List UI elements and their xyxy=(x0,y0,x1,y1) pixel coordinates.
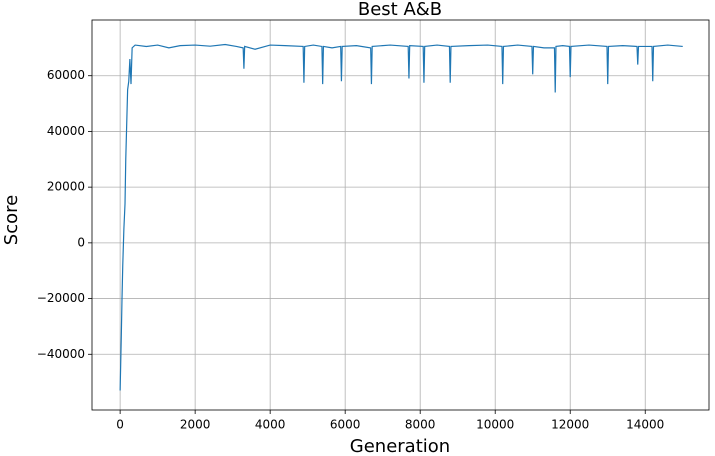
y-tick-label: −20000 xyxy=(37,291,85,305)
x-tick-label: 14000 xyxy=(626,418,664,432)
x-tick-label: 6000 xyxy=(330,418,361,432)
y-tick-label: 60000 xyxy=(47,68,85,82)
y-tick-label: −40000 xyxy=(37,347,85,361)
x-tick-label: 12000 xyxy=(551,418,589,432)
y-tick-label: 40000 xyxy=(47,124,85,138)
x-axis-label: Generation xyxy=(350,436,450,456)
x-tick-label: 0 xyxy=(116,418,124,432)
data-line xyxy=(119,43,683,391)
chart-title: Best A&B xyxy=(358,0,442,20)
x-tick-label: 2000 xyxy=(180,418,211,432)
x-tick-label: 4000 xyxy=(255,418,286,432)
x-tick-label: 8000 xyxy=(405,418,436,432)
plot-frame xyxy=(91,19,710,411)
y-tick-label: 20000 xyxy=(47,180,85,194)
y-tick-label: 0 xyxy=(77,235,85,249)
x-tick-label: 10000 xyxy=(476,418,514,432)
y-axis-label: Score xyxy=(1,195,22,245)
